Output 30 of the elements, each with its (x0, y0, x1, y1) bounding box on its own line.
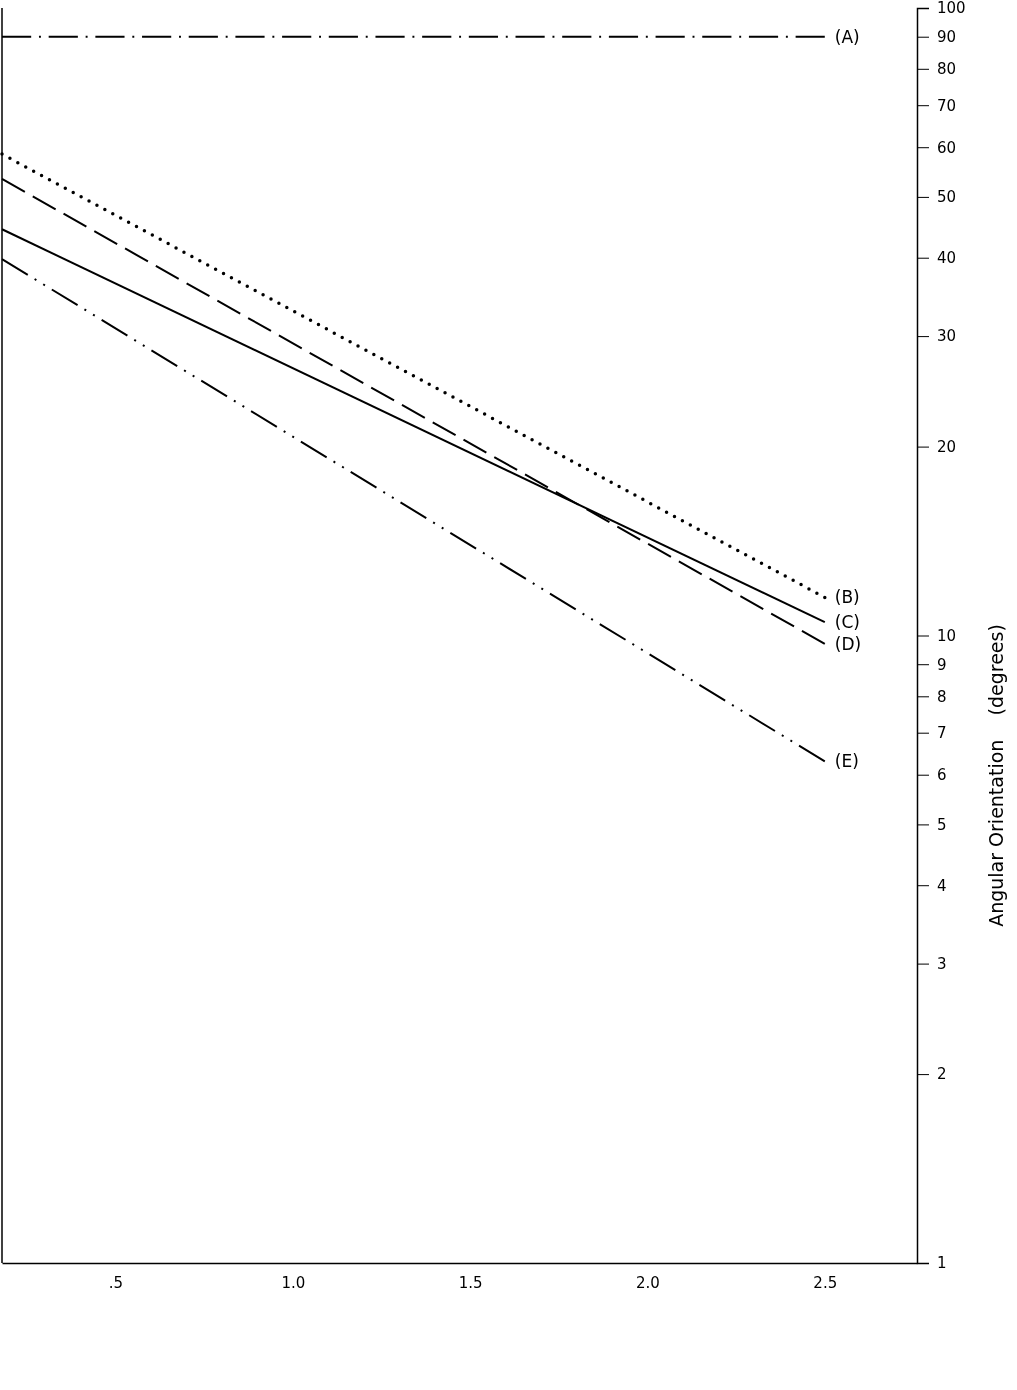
x-tick-label: .5 (108, 1273, 124, 1292)
y-tick-label: 10 (937, 626, 957, 645)
y-tick-label: 30 (937, 327, 957, 346)
y-tick-label: 100 (937, 0, 966, 18)
x-tick-label: 1.0 (281, 1273, 306, 1292)
x-tick-label: 2.0 (636, 1273, 660, 1292)
y-tick-label: 3 (937, 954, 947, 973)
y-tick-label: 2 (937, 1065, 947, 1084)
series-label: (E) (834, 751, 859, 772)
series-label: (D) (834, 633, 862, 654)
y-tick-label: 7 (937, 724, 947, 742)
y-tick-label: 6 (937, 766, 947, 785)
y-tick-label: 80 (937, 60, 957, 79)
series-label: (A) (834, 26, 860, 47)
series-label: (C) (834, 612, 860, 633)
y-tick-label: 60 (937, 138, 957, 157)
x-tick-label: 1.5 (458, 1273, 483, 1292)
y-axis-title: Angular Orientation (degrees) (985, 624, 1007, 927)
y-tick-label: 4 (937, 876, 947, 895)
y-tick-label: 8 (937, 687, 947, 706)
y-tick-label: 20 (937, 437, 957, 456)
y-tick-label: 5 (937, 815, 947, 834)
y-tick-label: 1 (937, 1254, 947, 1273)
y-tick-label: 50 (937, 188, 957, 207)
y-tick-label: 70 (937, 96, 957, 115)
y-tick-label: 9 (937, 655, 947, 674)
y-tick-label: 90 (937, 28, 957, 47)
y-tick-label: 40 (937, 249, 957, 268)
x-tick-label: 2.5 (813, 1273, 838, 1292)
series-label: (B) (834, 587, 860, 608)
